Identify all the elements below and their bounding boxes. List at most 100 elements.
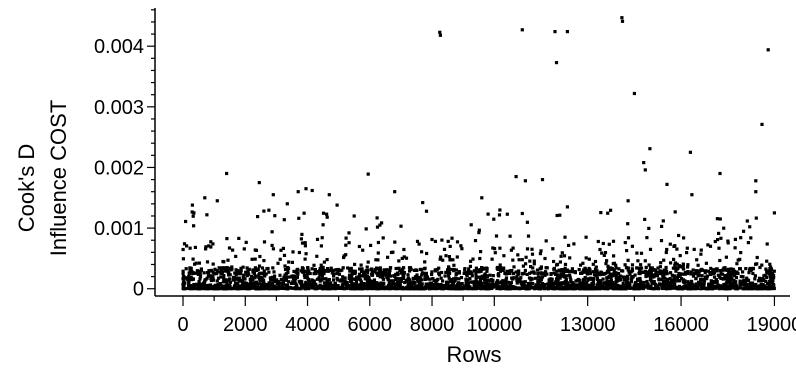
data-point xyxy=(672,283,676,287)
data-point xyxy=(525,272,529,276)
data-point xyxy=(257,264,262,268)
data-point xyxy=(417,242,421,246)
data-point xyxy=(206,274,210,278)
data-point xyxy=(665,247,669,252)
data-point xyxy=(209,274,213,278)
data-point xyxy=(590,287,594,291)
data-point xyxy=(531,266,535,270)
data-point xyxy=(650,275,654,279)
data-point xyxy=(381,236,385,240)
y-tick-label: 0.001 xyxy=(94,218,144,240)
data-point xyxy=(283,267,288,272)
data-point xyxy=(425,251,429,256)
data-point xyxy=(473,286,477,290)
data-point xyxy=(606,266,611,270)
data-point xyxy=(511,246,515,250)
data-point xyxy=(660,278,664,282)
data-point xyxy=(363,271,367,275)
data-point xyxy=(232,275,236,279)
data-point xyxy=(219,268,223,272)
data-point xyxy=(505,269,509,273)
data-point xyxy=(554,61,559,65)
data-point xyxy=(733,246,737,250)
data-point xyxy=(682,267,686,271)
data-point xyxy=(515,274,519,278)
data-point xyxy=(327,193,331,197)
data-point xyxy=(318,270,322,274)
data-point xyxy=(637,266,641,270)
data-point xyxy=(462,271,467,275)
data-point xyxy=(609,286,613,290)
data-point xyxy=(716,284,720,289)
data-point xyxy=(194,287,198,291)
data-point xyxy=(265,284,269,288)
data-point xyxy=(607,280,611,284)
data-point xyxy=(750,284,754,288)
data-point xyxy=(761,286,765,290)
data-point xyxy=(592,276,596,281)
data-point xyxy=(610,267,614,271)
data-point xyxy=(210,285,214,289)
data-point xyxy=(757,286,761,291)
data-point xyxy=(516,253,520,257)
data-point xyxy=(718,258,722,263)
data-point xyxy=(525,247,530,251)
data-point xyxy=(455,271,459,276)
data-point xyxy=(222,284,226,289)
data-point xyxy=(578,284,582,288)
data-point xyxy=(401,272,405,276)
data-point xyxy=(626,268,630,272)
data-point xyxy=(394,285,398,290)
data-point xyxy=(293,274,297,278)
data-point xyxy=(746,241,750,245)
data-point xyxy=(232,286,236,290)
data-point xyxy=(543,273,547,277)
data-point xyxy=(450,267,454,272)
data-point xyxy=(283,264,287,268)
data-point xyxy=(273,214,277,218)
data-point xyxy=(650,266,654,270)
data-point xyxy=(387,272,391,276)
data-point xyxy=(227,271,231,275)
data-point xyxy=(237,236,241,240)
data-point xyxy=(523,179,527,183)
data-point xyxy=(495,281,499,286)
data-point xyxy=(578,286,582,290)
data-point xyxy=(724,255,728,259)
data-point xyxy=(508,271,512,276)
data-point xyxy=(753,274,757,278)
data-point xyxy=(267,287,271,291)
data-point xyxy=(333,282,337,286)
data-point xyxy=(321,284,325,288)
data-point xyxy=(648,269,652,273)
data-point xyxy=(757,284,761,288)
data-point xyxy=(604,262,608,266)
data-point xyxy=(209,268,214,272)
data-point xyxy=(401,287,405,291)
data-point xyxy=(753,284,757,288)
data-point xyxy=(584,256,588,260)
data-point xyxy=(485,269,489,273)
data-point xyxy=(614,266,618,270)
data-point xyxy=(596,279,600,283)
data-point xyxy=(650,281,655,285)
data-point xyxy=(341,266,345,270)
data-point xyxy=(294,277,298,281)
data-point xyxy=(354,277,358,281)
data-point xyxy=(345,285,349,290)
data-point xyxy=(398,277,402,281)
data-point xyxy=(477,231,481,235)
data-point xyxy=(244,240,248,244)
data-point xyxy=(660,224,664,228)
data-point xyxy=(478,278,482,282)
data-point xyxy=(546,282,550,286)
data-point xyxy=(286,283,290,287)
data-point xyxy=(292,281,296,285)
data-point xyxy=(740,281,744,286)
data-point xyxy=(447,280,451,284)
data-point xyxy=(300,241,305,245)
data-point xyxy=(458,283,462,288)
data-point xyxy=(359,282,363,286)
data-point xyxy=(257,277,262,281)
data-point xyxy=(620,19,625,23)
